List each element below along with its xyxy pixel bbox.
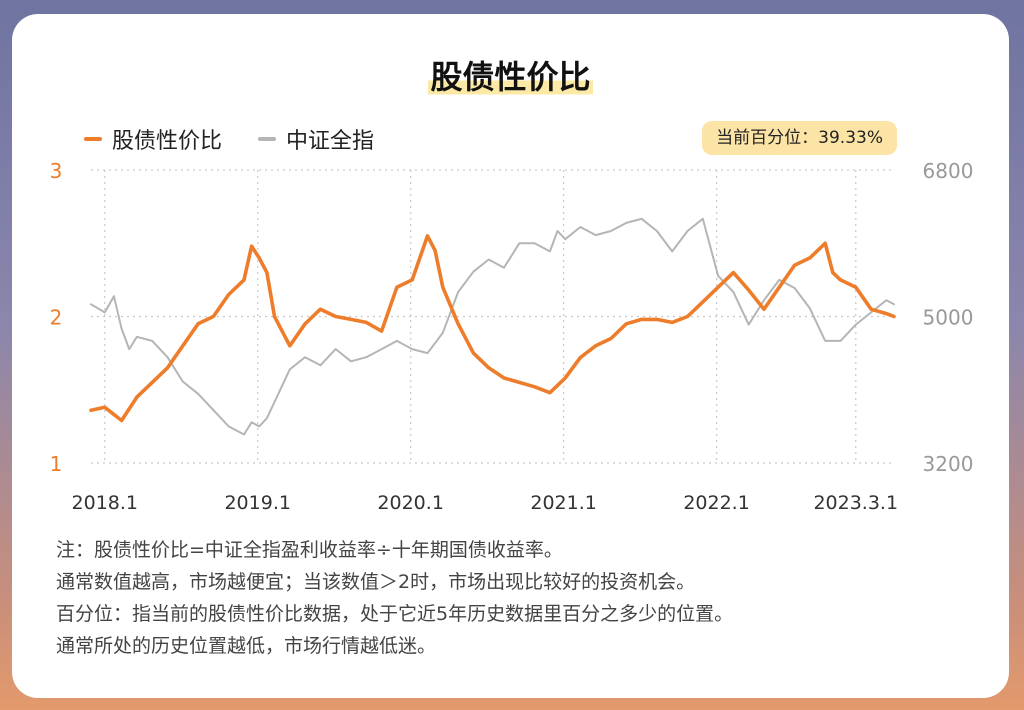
x-tick-label: 2021.1	[530, 492, 596, 514]
legend-swatch-index	[258, 137, 277, 141]
y-right-tick-label: 6800	[923, 159, 974, 183]
percentile-badge: 当前百分位：39.33%	[702, 121, 897, 155]
legend-label-ratio: 股债性价比	[112, 129, 223, 154]
line-chart: 1 3200 2 5000 3 6800 2018.1 2019.1 2020.1 2021.1 2…	[50, 159, 974, 514]
y-left-tick-label: 3	[50, 159, 63, 183]
y-right-tick-label: 5000	[923, 306, 974, 330]
legend-item-ratio: 股债性价比	[84, 123, 222, 155]
note-line: 注：股债性价比=中证全指盈利收益率÷十年期国债收益率。	[56, 539, 563, 561]
note-line: 通常数值越高，市场越便宜；当该数值＞2时，市场出现比较好的投资机会。	[56, 571, 696, 593]
footnotes: 注：股债性价比=中证全指盈利收益率÷十年期国债收益率。 通常数值越高，市场越便宜…	[56, 534, 733, 662]
x-tick-label: 2022.1	[683, 492, 749, 514]
x-tick-label: 2019.1	[224, 492, 290, 514]
legend-label-index: 中证全指	[286, 129, 375, 154]
x-tick-label: 2018.1	[72, 492, 138, 514]
y-right-tick-label: 3200	[923, 452, 974, 476]
chart-card: 股债性价比 股债性价比 中证全指 当前百分位：39.33% 1 3200 2 5000…	[12, 14, 1009, 698]
series-line-index	[90, 217, 895, 436]
series-line-ratio	[89, 234, 896, 423]
y-left-tick-label: 1	[50, 452, 63, 476]
y-left-tick-label: 2	[50, 306, 63, 330]
legend-item-index: 中证全指	[258, 123, 374, 155]
legend: 股债性价比 中证全指	[84, 124, 410, 154]
note-line: 通常所处的历史位置越低，市场行情越低迷。	[56, 635, 437, 657]
chart-title: 股债性价比	[12, 52, 1009, 98]
x-tick-label: 2020.1	[377, 492, 443, 514]
x-tick-label: 2023.3.1	[813, 492, 898, 514]
note-line: 百分位：指当前的股债性价比数据，处于它近5年历史数据里百分之多少的位置。	[56, 603, 734, 625]
legend-swatch-ratio	[84, 137, 102, 141]
